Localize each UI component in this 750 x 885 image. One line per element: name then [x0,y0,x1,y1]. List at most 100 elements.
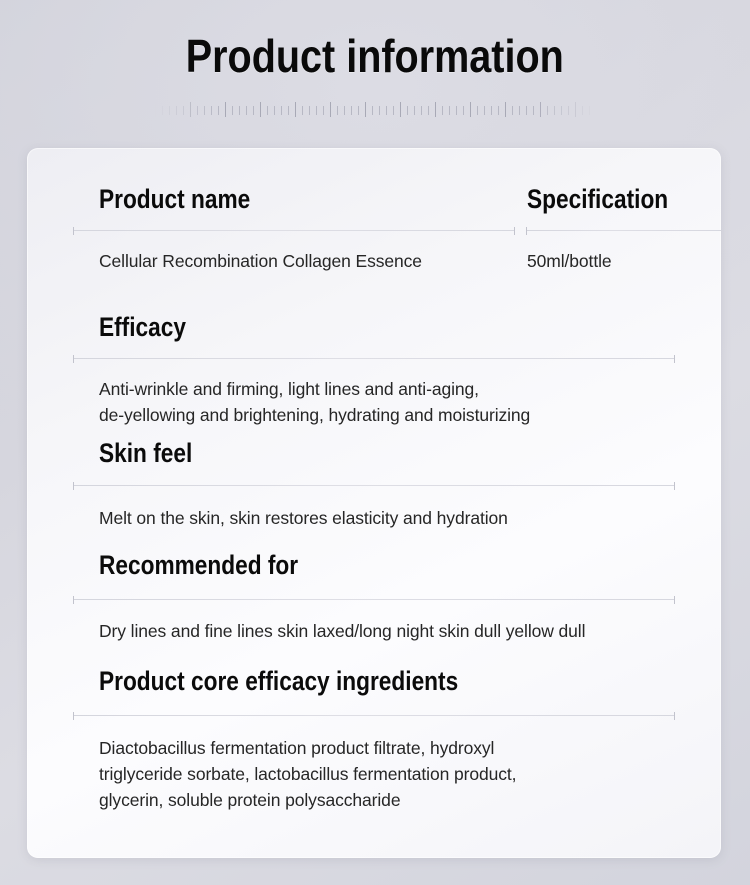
ruler-tick [470,102,471,117]
ruler-tick [169,106,170,115]
ruler-tick [582,106,583,115]
row-value-skin-feel: Melt on the skin, skin restores elastici… [99,508,508,528]
ruler-tick [239,106,240,115]
row-value-specification: 50ml/bottle [527,251,612,271]
row-divider-core-ingredients [73,712,675,720]
ruler-tick [512,106,513,115]
ruler-tick [561,106,562,115]
divider-cap-right [674,596,675,604]
ruler-tick [267,106,268,115]
divider-cap-left [73,227,74,235]
row-heading-specification: Specification [527,184,669,214]
ruler-tick [498,106,499,115]
ruler-tick [477,106,478,115]
ruler-tick [358,106,359,115]
row-heading-product-name: Product name [99,184,251,214]
ruler-tick [449,106,450,115]
ruler-tick [365,102,366,117]
ruler-tick [232,106,233,115]
page-title: Product information [185,30,564,82]
ruler-tick [505,102,506,117]
cell-specification: Specification 50ml/bottle [526,184,721,274]
row-divider-product-name [73,227,515,235]
ruler-tick [547,106,548,115]
row-divider-specification [526,227,721,235]
ruler-tick [218,106,219,115]
ruler-tick [400,102,401,117]
ruler-tick [407,106,408,115]
row-divider-recommended-for [73,596,675,604]
ruler-tick [253,106,254,115]
ruler-tick [372,106,373,115]
ruler-tick [316,106,317,115]
ruler-tick [155,102,156,117]
ruler-tick [589,106,590,115]
divider-line [73,599,675,600]
ruler-tick [554,106,555,115]
ruler-tick [519,106,520,115]
row-divider-efficacy [73,355,675,363]
divider-cap-left [73,355,74,363]
ruler-tick [484,106,485,115]
ruler-tick [197,106,198,115]
row-value-core-ingredients: Diactobacillus fermentation product filt… [99,738,517,810]
ruler-tick [176,106,177,115]
table-row-efficacy: Efficacy Anti-wrinkle and firming, light… [27,312,721,428]
ruler-tick [344,106,345,115]
ruler-tick [491,106,492,115]
ruler-tick [190,102,191,117]
row-value-product-name: Cellular Recombination Collagen Essence [99,251,422,271]
divider-cap-left [73,482,74,490]
divider-line [73,358,675,359]
ruler-tick [183,106,184,115]
row-divider-skin-feel [73,482,675,490]
ruler-tick [414,106,415,115]
ruler-tick [323,106,324,115]
ruler-tick [309,106,310,115]
divider-cap-left [526,227,527,235]
divider-cap-right [674,712,675,720]
ruler-tick [428,106,429,115]
row-value-recommended-for: Dry lines and fine lines skin laxed/long… [99,621,586,641]
divider-line [73,485,675,486]
ruler-tick [260,102,261,117]
divider-cap-right [674,482,675,490]
title-area: Product information [0,30,750,82]
ruler-tick [568,106,569,115]
ruler-tick [204,106,205,115]
row-heading-recommended-for: Recommended for [99,550,299,580]
divider-line [73,230,515,231]
ruler-tick-strip-icon [155,102,595,122]
ruler-tick [337,106,338,115]
row-heading-skin-feel: Skin feel [99,438,193,468]
ruler-tick [435,102,436,117]
divider-cap-right [674,355,675,363]
ruler-tick [330,102,331,117]
ruler-tick [533,106,534,115]
divider-line [526,230,721,231]
cell-product-name: Product name Cellular Recombination Coll… [73,184,515,274]
ruler-tick [393,106,394,115]
row-value-efficacy: Anti-wrinkle and firming, light lines an… [99,379,531,425]
ruler-tick [540,102,541,117]
ruler-tick [211,106,212,115]
divider-line [73,715,675,716]
ruler-tick [274,106,275,115]
ruler-tick [575,102,576,117]
divider-cap-left [73,596,74,604]
ruler-tick [526,106,527,115]
ruler-tick [463,106,464,115]
row-heading-core-ingredients: Product core efficacy ingredients [99,666,459,696]
ruler-tick [379,106,380,115]
ruler-tick [456,106,457,115]
ruler-tick [295,102,296,117]
ruler-tick [351,106,352,115]
table-row-skin-feel: Skin feel Melt on the skin, skin restore… [27,438,721,531]
divider-cap-right [514,227,515,235]
ruler-tick [246,106,247,115]
ruler-tick [421,106,422,115]
ruler-tick [281,106,282,115]
ruler-tick [225,102,226,117]
ruler-tick [162,106,163,115]
ruler-tick [288,106,289,115]
